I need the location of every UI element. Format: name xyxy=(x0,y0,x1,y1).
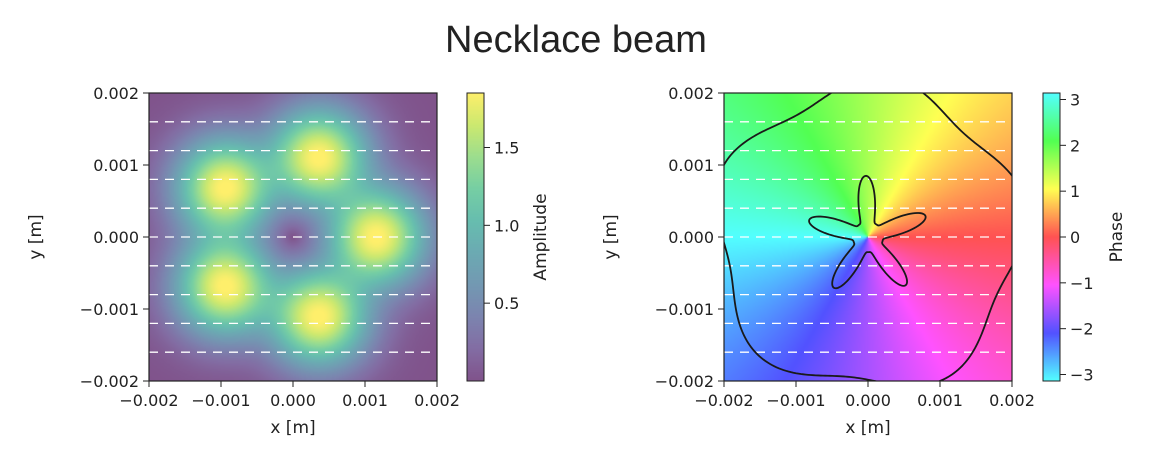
y-tick-label: −0.002 xyxy=(80,372,139,391)
amplitude-y-label: y [m] xyxy=(26,214,46,259)
colorbar-tick-label: 1.5 xyxy=(494,138,519,157)
x-tick-label: −0.002 xyxy=(119,391,178,410)
amplitude-colorbar-label: Amplitude xyxy=(531,193,551,280)
x-tick-label: 0.001 xyxy=(917,391,963,410)
y-tick-label: −0.001 xyxy=(80,300,139,319)
amplitude-colorbar-frame xyxy=(466,92,485,382)
amplitude-colorbar-ticks: 0.5 1.0 1.5 xyxy=(484,138,519,313)
phase-contours xyxy=(724,93,1012,381)
colorbar-tick-label: 3 xyxy=(1070,90,1080,109)
y-tick-label: 0.000 xyxy=(668,228,714,247)
amplitude-panel: −0.002 −0.001 0.000 0.001 0.002 −0.002 −0.001 0… xyxy=(26,84,551,438)
y-tick-label: −0.001 xyxy=(655,300,714,319)
y-tick-label: 0.002 xyxy=(93,84,139,103)
phase-panel: −0.002 −0.001 0.000 0.001 0.002 −0.002 −0.001 0… xyxy=(601,84,1127,438)
phase-gridlines xyxy=(724,121,1012,353)
figure-title: Necklace beam xyxy=(445,19,707,61)
phase-colorbar-ticks: −3 −2 −1 0 1 2 3 xyxy=(1060,90,1094,385)
colorbar-tick-label: 0 xyxy=(1070,228,1080,247)
star-contour xyxy=(808,174,927,290)
y-tick-label: 0.001 xyxy=(93,156,139,175)
colorbar-tick-label: 2 xyxy=(1070,136,1080,155)
phase-colorbar-label: Phase xyxy=(1107,212,1127,263)
phase-ticks: −0.002 −0.001 0.000 0.001 0.002 −0.002 −0.001 0… xyxy=(655,84,1035,410)
phase-colorbar xyxy=(1043,93,1060,381)
x-tick-label: −0.001 xyxy=(766,391,825,410)
colorbar-tick-label: 0.5 xyxy=(494,294,519,313)
x-tick-label: 0.002 xyxy=(414,391,460,410)
colorbar-tick-label: −3 xyxy=(1070,366,1094,385)
colorbar-tick-label: 1 xyxy=(1070,182,1080,201)
x-tick-label: 0.000 xyxy=(845,391,891,410)
colorbar-tick-label: −1 xyxy=(1070,274,1094,293)
phase-x-label: x [m] xyxy=(845,418,890,438)
y-tick-label: −0.002 xyxy=(655,372,714,391)
colorbar-tick-label: −2 xyxy=(1070,320,1094,339)
amplitude-ticks: −0.002 −0.001 0.000 0.001 0.002 −0.002 −0.001 0… xyxy=(80,84,460,410)
y-tick-label: 0.001 xyxy=(668,156,714,175)
x-tick-label: 0.001 xyxy=(342,391,388,410)
amplitude-colorbar xyxy=(467,93,484,381)
colorbar-tick-label: 1.0 xyxy=(494,216,519,235)
y-tick-label: 0.000 xyxy=(93,228,139,247)
x-tick-label: −0.001 xyxy=(191,391,250,410)
amplitude-x-label: x [m] xyxy=(270,418,315,438)
x-tick-label: −0.002 xyxy=(694,391,753,410)
x-tick-label: 0.002 xyxy=(989,391,1035,410)
flower-contour xyxy=(724,93,1012,381)
amplitude-gridlines xyxy=(149,121,437,353)
x-tick-label: 0.000 xyxy=(270,391,316,410)
y-tick-label: 0.002 xyxy=(668,84,714,103)
phase-y-label: y [m] xyxy=(601,214,621,259)
